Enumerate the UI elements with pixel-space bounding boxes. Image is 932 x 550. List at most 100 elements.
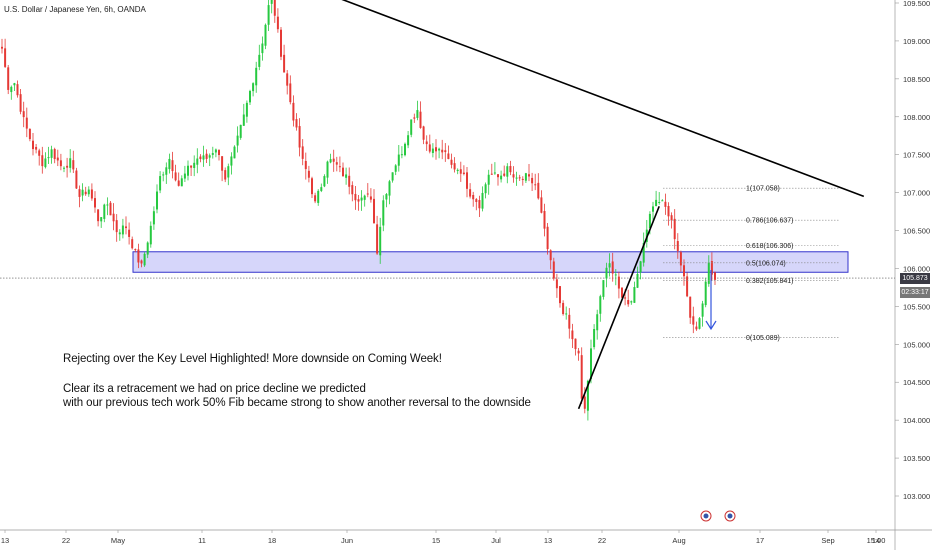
candle-body (168, 158, 171, 170)
candle-body (289, 83, 292, 103)
candle-body (342, 167, 344, 177)
candle-body (335, 162, 338, 165)
event-flag-icon-dot (703, 513, 709, 519)
candle-body (78, 189, 81, 197)
candle-body (63, 167, 65, 169)
candle-body (438, 148, 441, 151)
candle-body (707, 262, 710, 284)
candle-body (546, 226, 549, 250)
y-tick-label: 107.000 (903, 189, 930, 198)
candle-body (338, 166, 341, 168)
candle-body (121, 225, 124, 235)
trendline-ascending (577, 205, 660, 410)
candle-body (562, 302, 565, 315)
candle-body (447, 153, 450, 160)
candle-body (453, 163, 456, 170)
candle-body (428, 144, 431, 152)
candle-body (295, 119, 298, 128)
candle-body (466, 172, 468, 189)
fib-label: 0.618(106.306) (746, 243, 793, 250)
trendline-descending (341, 0, 865, 198)
candle-body (270, 0, 273, 4)
candle-body (391, 172, 394, 181)
candle-body (602, 280, 605, 297)
candle-body (596, 314, 599, 331)
candle-body (230, 156, 233, 166)
candle-body (515, 177, 518, 179)
candle-body (450, 159, 453, 165)
x-tick-label: Sep (821, 536, 834, 545)
candle-body (571, 330, 574, 340)
candle-body (177, 180, 180, 186)
candle-body (159, 176, 162, 191)
candle-body (397, 154, 400, 166)
candle-body (224, 170, 227, 180)
candle-body (35, 146, 38, 150)
candle-body (66, 165, 69, 168)
candle-body (273, 0, 276, 16)
candle-body (509, 166, 512, 173)
candle-body (131, 239, 134, 249)
candle-body (633, 287, 636, 303)
candle-body (704, 281, 707, 306)
candle-body (369, 196, 372, 200)
candle-body (16, 84, 19, 96)
y-tick-label: 106.500 (903, 227, 930, 236)
candle-body (658, 201, 661, 203)
candle-body (50, 149, 53, 158)
candle-body (382, 200, 385, 226)
candle-body (249, 90, 251, 103)
candle-body (475, 199, 478, 202)
candle-body (112, 213, 115, 222)
candle-body (218, 150, 220, 156)
candle-body (174, 172, 177, 181)
candle-body (469, 189, 472, 197)
candle-body (252, 83, 255, 92)
candle-body (329, 159, 332, 163)
candle-body (143, 253, 146, 266)
event-flag-icon-dot (727, 513, 733, 519)
x-tick-label: Jun (341, 536, 353, 545)
candle-body (187, 165, 189, 176)
candle-body (431, 148, 434, 154)
candle-body (698, 318, 701, 329)
fib-label: 0(105.089) (746, 335, 780, 342)
candle-body (481, 192, 484, 209)
countdown-tag: 02:33:17 (900, 287, 930, 298)
candle-body (676, 241, 679, 251)
candle-body (326, 161, 329, 178)
x-tick-label: 22 (62, 536, 70, 545)
candle-body (81, 189, 84, 196)
candle-body (478, 200, 481, 209)
candle-body (661, 200, 664, 202)
candle-body (611, 261, 614, 274)
candle-body (605, 267, 608, 279)
candle-body (574, 338, 577, 350)
candle-body (376, 224, 379, 254)
candle-body (94, 198, 96, 208)
candle-body (233, 146, 236, 159)
candle-body (652, 206, 654, 212)
fib-label: 1(107.058) (746, 186, 780, 193)
candle-body (617, 276, 620, 289)
candle-body (695, 326, 698, 330)
candle-body (614, 274, 617, 276)
candle-body (351, 185, 354, 195)
note-line-1: Rejecting over the Key Level Highlighted… (63, 353, 442, 365)
candle-body (4, 48, 7, 67)
candle-body (512, 174, 515, 178)
candle-body (555, 279, 558, 289)
candle-body (710, 261, 713, 275)
candle-body (298, 126, 301, 148)
x-tick-label: 15:00 (867, 536, 886, 545)
candle-body (292, 102, 295, 121)
x-tick-label: 17 (756, 536, 764, 545)
candle-body (25, 117, 28, 129)
candle-body (7, 67, 10, 90)
candle-body (258, 54, 261, 67)
candle-body (537, 182, 540, 199)
candle-body (388, 181, 391, 196)
candle-body (400, 154, 403, 156)
candle-body (180, 178, 183, 187)
